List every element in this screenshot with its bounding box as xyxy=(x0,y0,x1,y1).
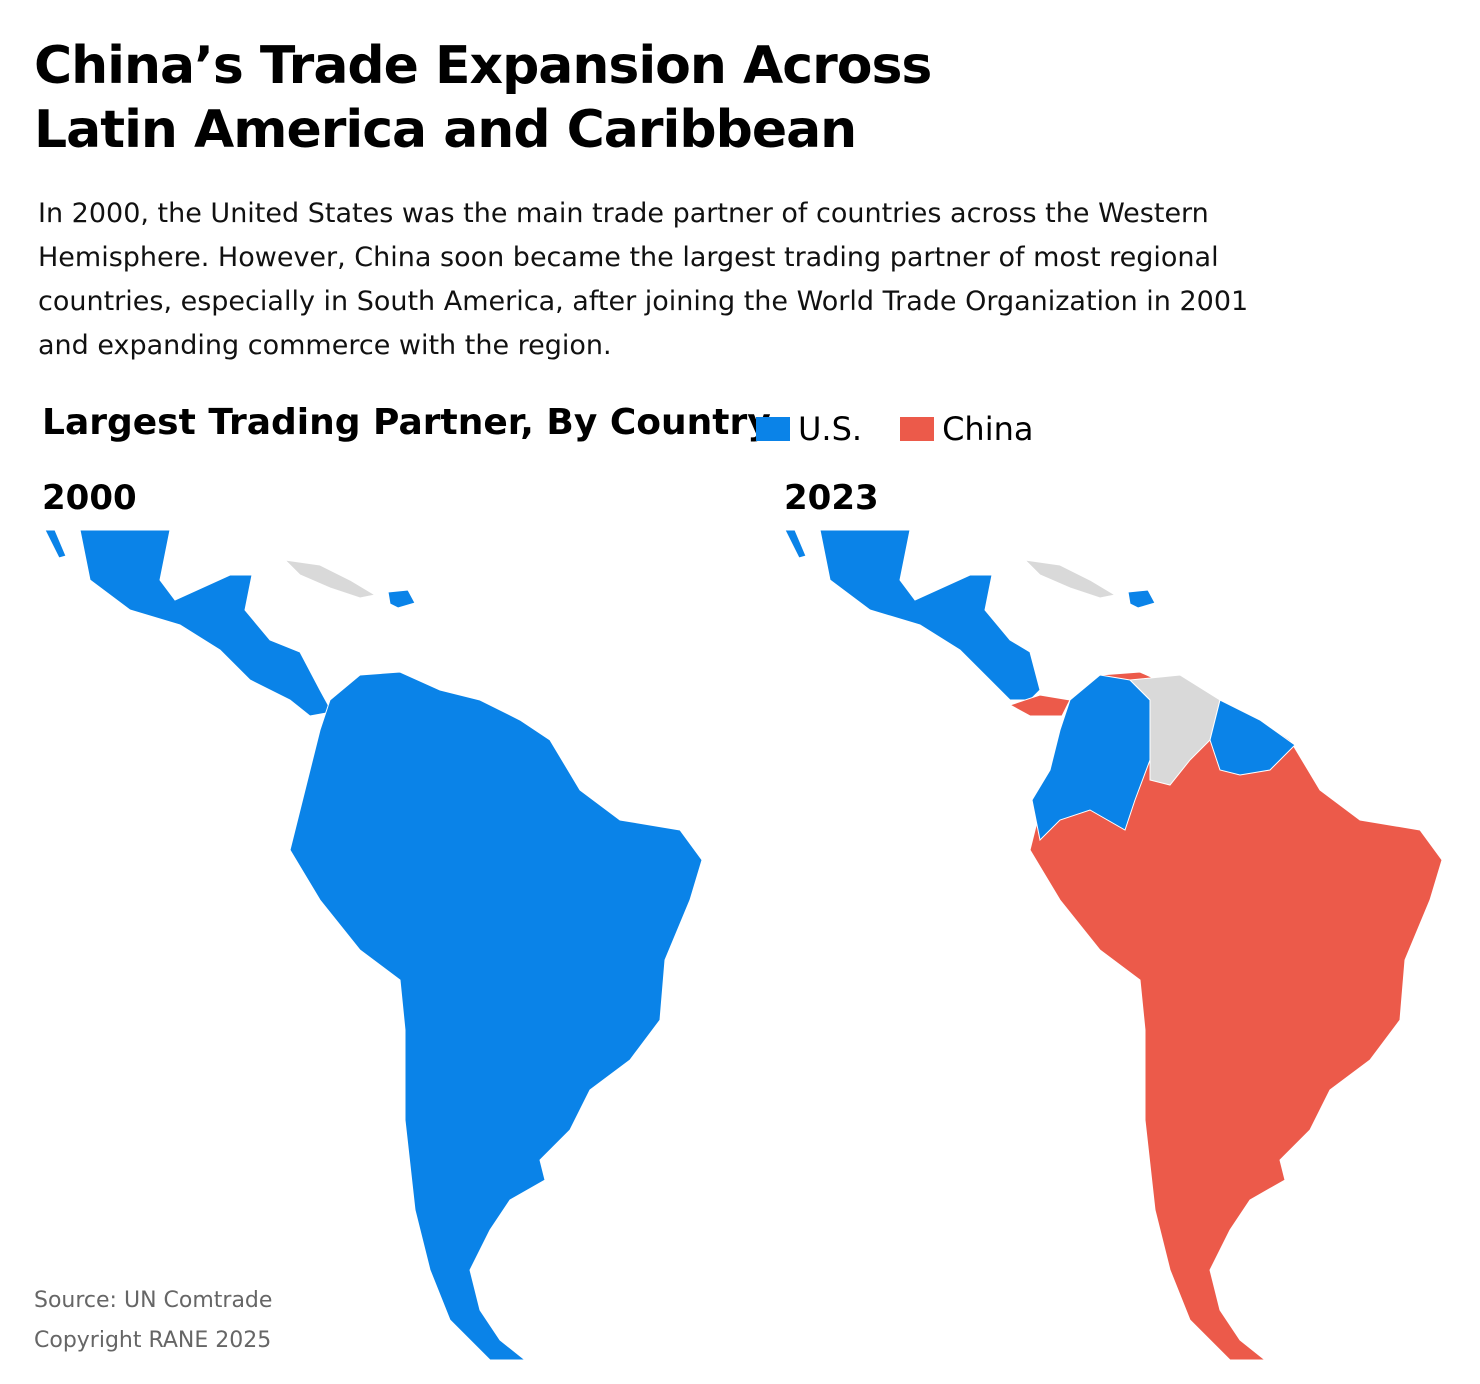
region xyxy=(784,529,807,559)
description-line: and expanding commerce with the region. xyxy=(38,330,612,361)
map-2000 xyxy=(44,529,703,1361)
copyright: Copyright RANE 2025 xyxy=(34,1328,272,1353)
title-line: China’s Trade Expansion Across xyxy=(34,36,932,96)
description-line: Hemisphere. However, China soon became t… xyxy=(38,242,1219,273)
source: Source: UN Comtrade xyxy=(34,1288,273,1313)
region xyxy=(44,529,67,559)
description: In 2000, the United States was the main … xyxy=(38,192,1248,368)
region xyxy=(1128,674,1221,786)
region xyxy=(289,671,703,1361)
legend-swatch xyxy=(900,417,935,441)
title: China’s Trade Expansion Across Latin Ame… xyxy=(34,34,932,162)
map-2023 xyxy=(784,529,1443,1361)
region xyxy=(387,589,416,609)
region xyxy=(819,529,1041,701)
map-label: 2023 xyxy=(784,478,879,518)
legend-swatch xyxy=(756,417,790,441)
map-label: 2000 xyxy=(42,478,137,518)
title-line: Latin America and Caribbean xyxy=(34,100,857,160)
description-line: countries, especially in South America, … xyxy=(38,286,1249,317)
region xyxy=(1127,589,1156,609)
region xyxy=(1008,694,1071,717)
legend: U.S. China xyxy=(756,410,1033,448)
region xyxy=(1029,671,1443,1361)
legend-label: China xyxy=(942,410,1034,448)
region xyxy=(283,559,377,599)
map-title: Largest Trading Partner, By Country xyxy=(42,402,771,443)
region xyxy=(79,529,333,717)
description-line: In 2000, the United States was the main … xyxy=(38,198,1209,229)
region xyxy=(1209,699,1296,776)
legend-label: U.S. xyxy=(798,410,863,448)
region xyxy=(1023,559,1117,599)
legend-item: U.S. xyxy=(756,410,862,448)
legend-item: China xyxy=(900,410,1033,448)
